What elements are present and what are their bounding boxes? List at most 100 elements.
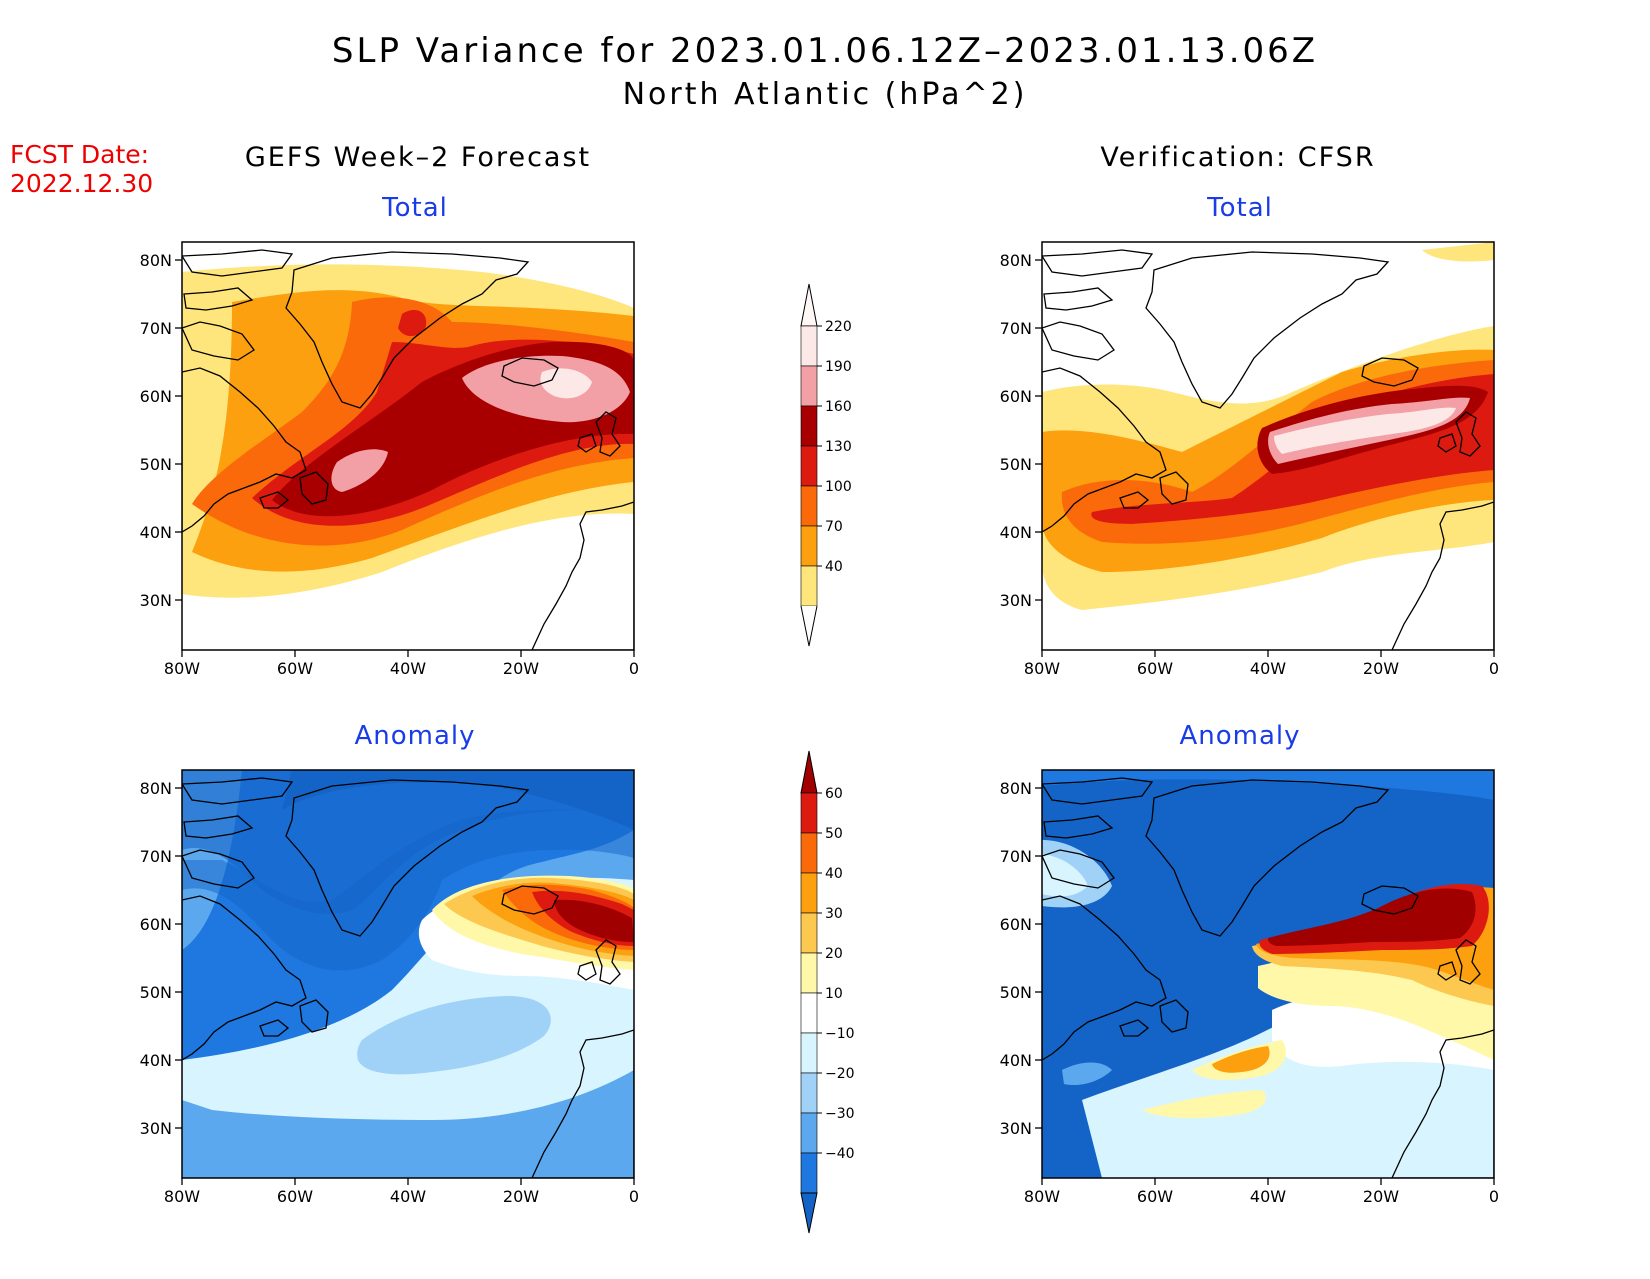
colorbar-anomaly-swatch	[800, 1072, 818, 1114]
lon-label-verification-total: 20W	[1363, 659, 1399, 678]
colorbar-total-label: 70	[825, 519, 843, 535]
lat-label-forecast-anomaly: 60N	[140, 915, 172, 934]
colorbar-total-swatch	[800, 405, 818, 447]
figure-subtitle: North Atlantic (hPa^2)	[623, 77, 1028, 112]
lat-label-forecast-total: 80N	[140, 251, 172, 270]
colorbar-total-arrow-top	[800, 283, 818, 327]
colorbar-anomaly-label: −10	[825, 1026, 855, 1042]
colorbar-total: 220 190 160 130 100 70 40	[800, 283, 852, 647]
column-title-forecast: GEFS Week–2 Forecast	[245, 142, 591, 173]
colorbar-anomaly-swatch	[800, 872, 818, 914]
lat-label-verification-total: 60N	[1000, 387, 1032, 406]
colorbar-anomaly-label: 40	[825, 866, 843, 882]
lon-label-forecast-total: 20W	[503, 659, 539, 678]
lon-label-forecast-total: 0	[629, 659, 639, 678]
colorbar-total-label: 100	[825, 479, 852, 495]
lon-label-forecast-anomaly: 80W	[164, 1187, 200, 1206]
map-axes: 80N 70N 60N 50N 40N 30N 80W 60W 40W 20W 0 80N 70N 60N…	[140, 251, 1499, 1206]
lon-label-forecast-anomaly: 20W	[503, 1187, 539, 1206]
colorbar-total-label: 130	[825, 439, 852, 455]
colorbar-total-swatch	[800, 365, 818, 407]
colorbar-total-label: 190	[825, 359, 852, 375]
lat-label-verification-anomaly: 30N	[1000, 1119, 1032, 1138]
column-title-verification: Verification: CFSR	[1100, 142, 1375, 173]
lon-label-verification-total: 60W	[1137, 659, 1173, 678]
lon-label-verification-anomaly: 0	[1489, 1187, 1499, 1206]
lat-label-forecast-total: 60N	[140, 387, 172, 406]
figure-title: SLP Variance for 2023.01.06.12Z–2023.01.…	[332, 31, 1318, 71]
lat-label-verification-total: 30N	[1000, 591, 1032, 610]
lon-label-forecast-anomaly: 40W	[390, 1187, 426, 1206]
map-forecast-total	[181, 241, 635, 651]
colorbar-anomaly-arrow-bottom	[800, 1192, 818, 1234]
lon-label-verification-anomaly: 40W	[1250, 1187, 1286, 1206]
panel-title-total-verification: Total	[1206, 193, 1273, 223]
colorbar-anomaly-swatch	[800, 912, 818, 954]
lat-label-verification-anomaly: 50N	[1000, 983, 1032, 1002]
colorbar-total-label: 40	[825, 559, 843, 575]
colorbar-anomaly-swatch	[800, 1032, 818, 1074]
colorbar-total-label: 220	[825, 319, 852, 335]
lat-label-verification-total: 80N	[1000, 251, 1032, 270]
fcst-date-value: 2022.12.30	[10, 169, 153, 198]
lat-label-verification-anomaly: 70N	[1000, 847, 1032, 866]
map-verification-anomaly	[1041, 769, 1495, 1179]
colorbar-anomaly-label: 10	[825, 986, 843, 1002]
colorbar-anomaly-swatch	[800, 992, 818, 1034]
lat-label-verification-total: 70N	[1000, 319, 1032, 338]
colorbar-anomaly-swatch	[800, 1152, 818, 1194]
colorbar-anomaly-swatch	[800, 1112, 818, 1154]
panel-title-total-forecast: Total	[381, 193, 448, 223]
lat-label-verification-total: 40N	[1000, 523, 1032, 542]
colorbar-anomaly-label: 20	[825, 946, 843, 962]
colorbar-total-swatch	[800, 325, 818, 367]
lon-label-verification-anomaly: 80W	[1024, 1187, 1060, 1206]
lon-label-verification-anomaly: 20W	[1363, 1187, 1399, 1206]
lat-label-forecast-total: 30N	[140, 591, 172, 610]
lat-label-verification-total: 50N	[1000, 455, 1032, 474]
lat-label-forecast-total: 70N	[140, 319, 172, 338]
colorbar-anomaly-label: −40	[825, 1146, 855, 1162]
colorbar-anomaly-arrow-top	[800, 750, 818, 794]
lon-label-verification-total: 80W	[1024, 659, 1060, 678]
map-verification-total	[1041, 241, 1495, 651]
lat-label-forecast-anomaly: 50N	[140, 983, 172, 1002]
lat-label-forecast-anomaly: 70N	[140, 847, 172, 866]
lat-label-forecast-total: 40N	[140, 523, 172, 542]
map-forecast-anomaly	[181, 769, 635, 1179]
lon-label-forecast-anomaly: 60W	[277, 1187, 313, 1206]
lat-label-verification-anomaly: 80N	[1000, 779, 1032, 798]
colorbar-total-label: 160	[825, 399, 852, 415]
colorbar-anomaly-label: 50	[825, 826, 843, 842]
colorbar-anomaly-label: 60	[825, 786, 843, 802]
lon-label-forecast-total: 40W	[390, 659, 426, 678]
lon-label-verification-anomaly: 60W	[1137, 1187, 1173, 1206]
lon-label-forecast-total: 80W	[164, 659, 200, 678]
lon-label-verification-total: 0	[1489, 659, 1499, 678]
lat-label-verification-anomaly: 60N	[1000, 915, 1032, 934]
panel-title-anomaly-forecast: Anomaly	[354, 721, 475, 751]
colorbar-anomaly-swatch	[800, 792, 818, 834]
lon-label-forecast-anomaly: 0	[629, 1187, 639, 1206]
lat-label-forecast-anomaly: 80N	[140, 779, 172, 798]
colorbar-anomaly-swatch	[800, 952, 818, 994]
lon-label-verification-total: 40W	[1250, 659, 1286, 678]
colorbar-anomaly-swatch	[800, 832, 818, 874]
colorbar-total-swatch	[800, 565, 818, 607]
colorbar-anomaly-label: −30	[825, 1106, 855, 1122]
colorbar-anomaly-label: 30	[825, 906, 843, 922]
colorbar-anomaly-label: −20	[825, 1066, 855, 1082]
colorbar-total-swatch	[800, 445, 818, 487]
lat-label-forecast-total: 50N	[140, 455, 172, 474]
lon-label-forecast-total: 60W	[277, 659, 313, 678]
colorbar-total-arrow-bottom	[800, 605, 818, 647]
lat-label-forecast-anomaly: 40N	[140, 1051, 172, 1070]
lat-label-verification-anomaly: 40N	[1000, 1051, 1032, 1070]
colorbar-anomaly: 60 50 40 30 20 10 −10 −20 −30 −40	[800, 750, 855, 1234]
lat-label-forecast-anomaly: 30N	[140, 1119, 172, 1138]
fcst-date-label: FCST Date:	[10, 140, 149, 169]
colorbar-total-swatch	[800, 525, 818, 567]
panel-title-anomaly-verification: Anomaly	[1179, 721, 1300, 751]
colorbar-total-swatch	[800, 485, 818, 527]
